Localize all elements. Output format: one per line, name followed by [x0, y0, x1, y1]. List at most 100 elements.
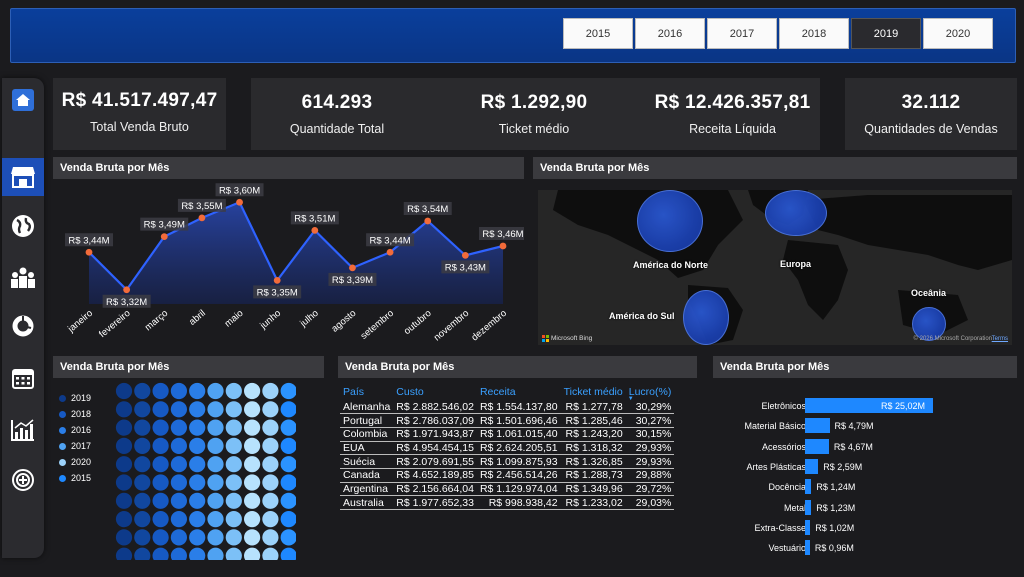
- table-row[interactable]: EUA R$ 4.954.454,15 R$ 2.624.205,51 R$ 1.31…: [340, 441, 675, 456]
- legend-item-2016[interactable]: 2016: [59, 425, 91, 435]
- home-icon[interactable]: [9, 86, 37, 114]
- legend-item-2019[interactable]: 2019: [59, 393, 91, 403]
- bar-row[interactable]: Metal R$ 1,23M: [708, 499, 1008, 516]
- line-point[interactable]: [123, 286, 131, 294]
- bar[interactable]: [805, 418, 830, 434]
- table-row[interactable]: Canada R$ 4.652.189,85 R$ 2.456.514,26 R$ 1…: [340, 468, 675, 483]
- col-header-custo[interactable]: Custo: [396, 385, 424, 398]
- dot: [152, 456, 169, 473]
- dot: [189, 511, 206, 528]
- line-point[interactable]: [236, 198, 243, 206]
- legend-item-2018[interactable]: 2018: [59, 409, 91, 419]
- dot: [225, 492, 242, 509]
- table-cell: R$ 2.624.205,51: [476, 441, 561, 456]
- bar-chart-icon[interactable]: [9, 416, 37, 444]
- bar-row[interactable]: Eletrônicos R$ 25,02M: [708, 398, 1008, 414]
- x-tick-label: junho: [257, 308, 283, 332]
- bar[interactable]: [805, 438, 829, 454]
- kpi-value: R$ 12.426.357,81: [654, 92, 811, 113]
- bar[interactable]: [805, 540, 810, 556]
- col-header-lucro[interactable]: Lucro(%) ▼: [626, 383, 675, 403]
- table-row[interactable]: Suécia R$ 2.079.691,55 R$ 1.099.875,93 R$ 1…: [340, 454, 675, 469]
- col-header-pais[interactable]: País: [343, 385, 365, 398]
- year-button-2015[interactable]: 2015: [563, 18, 633, 49]
- dot: [262, 511, 279, 528]
- year-button-2018[interactable]: 2018: [779, 18, 849, 49]
- table-cell: 29,88%: [625, 468, 675, 483]
- globe-icon[interactable]: [9, 212, 37, 240]
- table-row[interactable]: Portugal R$ 2.786.037,09 R$ 1.501.696,46 R$…: [340, 413, 675, 428]
- bar[interactable]: [805, 519, 811, 535]
- bar-row[interactable]: Material Básico R$ 4,79M: [708, 418, 1008, 434]
- line-point[interactable]: [499, 242, 507, 250]
- data-label: R$ 3,49M: [140, 217, 189, 231]
- table-row[interactable]: Colombia R$ 1.971.943,87 R$ 1.061.015,40 R$…: [340, 427, 675, 442]
- col-header-ticket[interactable]: Ticket médio: [563, 385, 623, 398]
- table-cell: Argentina: [340, 482, 394, 497]
- legend-label: 2019: [71, 393, 92, 403]
- legend-item-2015[interactable]: 2015: [59, 473, 91, 483]
- line-point[interactable]: [461, 251, 469, 259]
- bubble-north-america[interactable]: [637, 190, 703, 252]
- calendar-icon[interactable]: [9, 364, 37, 392]
- year-button-2020[interactable]: 2020: [923, 18, 993, 49]
- dot: [152, 474, 169, 491]
- table-row[interactable]: Argentina R$ 2.156.664,04 R$ 1.129.974,04 R…: [340, 482, 675, 497]
- table-cell: R$ 4.652.189,85: [393, 468, 477, 483]
- data-label: R$ 3,44M: [366, 233, 415, 247]
- dot: [207, 474, 224, 491]
- line-point[interactable]: [349, 264, 356, 272]
- table-cell: R$ 1.326,85: [560, 454, 626, 469]
- bubble-south-america[interactable]: [683, 290, 729, 345]
- bar-row[interactable]: Vestuário R$ 0,96M: [708, 540, 1008, 556]
- bar[interactable]: [805, 458, 819, 474]
- dot: [225, 529, 242, 546]
- bar-row[interactable]: Docência R$ 1,24M: [708, 479, 1008, 495]
- country-table: País Custo Receita Ticket médio Lucro(%)…: [340, 383, 685, 510]
- table-cell: EUA: [340, 441, 394, 456]
- line-point[interactable]: [424, 217, 432, 225]
- dot: [189, 419, 206, 436]
- legend-item-2017[interactable]: 2017: [59, 441, 91, 451]
- col-header-receita[interactable]: Receita: [479, 385, 516, 398]
- map-terms-link[interactable]: Terms: [991, 336, 1008, 342]
- donut-chart-icon[interactable]: [9, 312, 37, 340]
- dot: [225, 382, 242, 400]
- bar[interactable]: [805, 499, 812, 515]
- table-row[interactable]: Alemanha R$ 2.882.546,02 R$ 1.554.137,80 R$…: [340, 400, 675, 415]
- bar-row[interactable]: Acessórios R$ 4,67M: [708, 438, 1008, 455]
- data-label: R$ 3,51M: [290, 211, 339, 225]
- dot: [280, 382, 296, 400]
- line-point[interactable]: [386, 248, 394, 256]
- bar[interactable]: [805, 479, 812, 495]
- year-button-2017[interactable]: 2017: [707, 18, 777, 49]
- dot: [262, 456, 279, 473]
- line-point[interactable]: [160, 233, 168, 241]
- bubble-oceania[interactable]: [912, 307, 946, 341]
- line-point[interactable]: [198, 214, 206, 222]
- line-point[interactable]: [85, 248, 93, 256]
- year-button-2016[interactable]: 2016: [635, 18, 705, 49]
- year-button-2019[interactable]: 2019: [851, 18, 921, 49]
- bar-row[interactable]: Extra-Classe R$ 1,02M: [708, 519, 1008, 536]
- line-point[interactable]: [273, 276, 281, 284]
- dot: [225, 401, 242, 418]
- kpi-total-venda-bruto: R$ 41.517.497,47 Total Venda Bruto: [53, 78, 226, 150]
- bar-row[interactable]: Artes Plásticas R$ 2,59M: [708, 458, 1008, 475]
- plus-target-icon[interactable]: [9, 466, 37, 494]
- team-icon[interactable]: [9, 264, 37, 292]
- line-point[interactable]: [311, 226, 319, 234]
- bubble-europe[interactable]: [765, 190, 827, 236]
- dot: [115, 511, 133, 528]
- sales-map[interactable]: América do Norte Europa América do Sul O…: [538, 190, 1012, 345]
- svg-text:R$ 3,54M: R$ 3,54M: [407, 204, 448, 215]
- dot: [262, 419, 279, 436]
- store-icon[interactable]: [2, 158, 44, 196]
- table-row[interactable]: Australia R$ 1.977.652,33 R$ 998.938,42 R$ …: [340, 495, 675, 510]
- dot: [207, 419, 224, 436]
- legend-item-2020[interactable]: 2020: [59, 457, 91, 467]
- bar[interactable]: [805, 398, 933, 413]
- kpi-quantidade-total: 614.293 Quantidade Total: [251, 78, 423, 150]
- data-label: R$ 3,60M: [215, 183, 264, 197]
- dot: [207, 437, 224, 454]
